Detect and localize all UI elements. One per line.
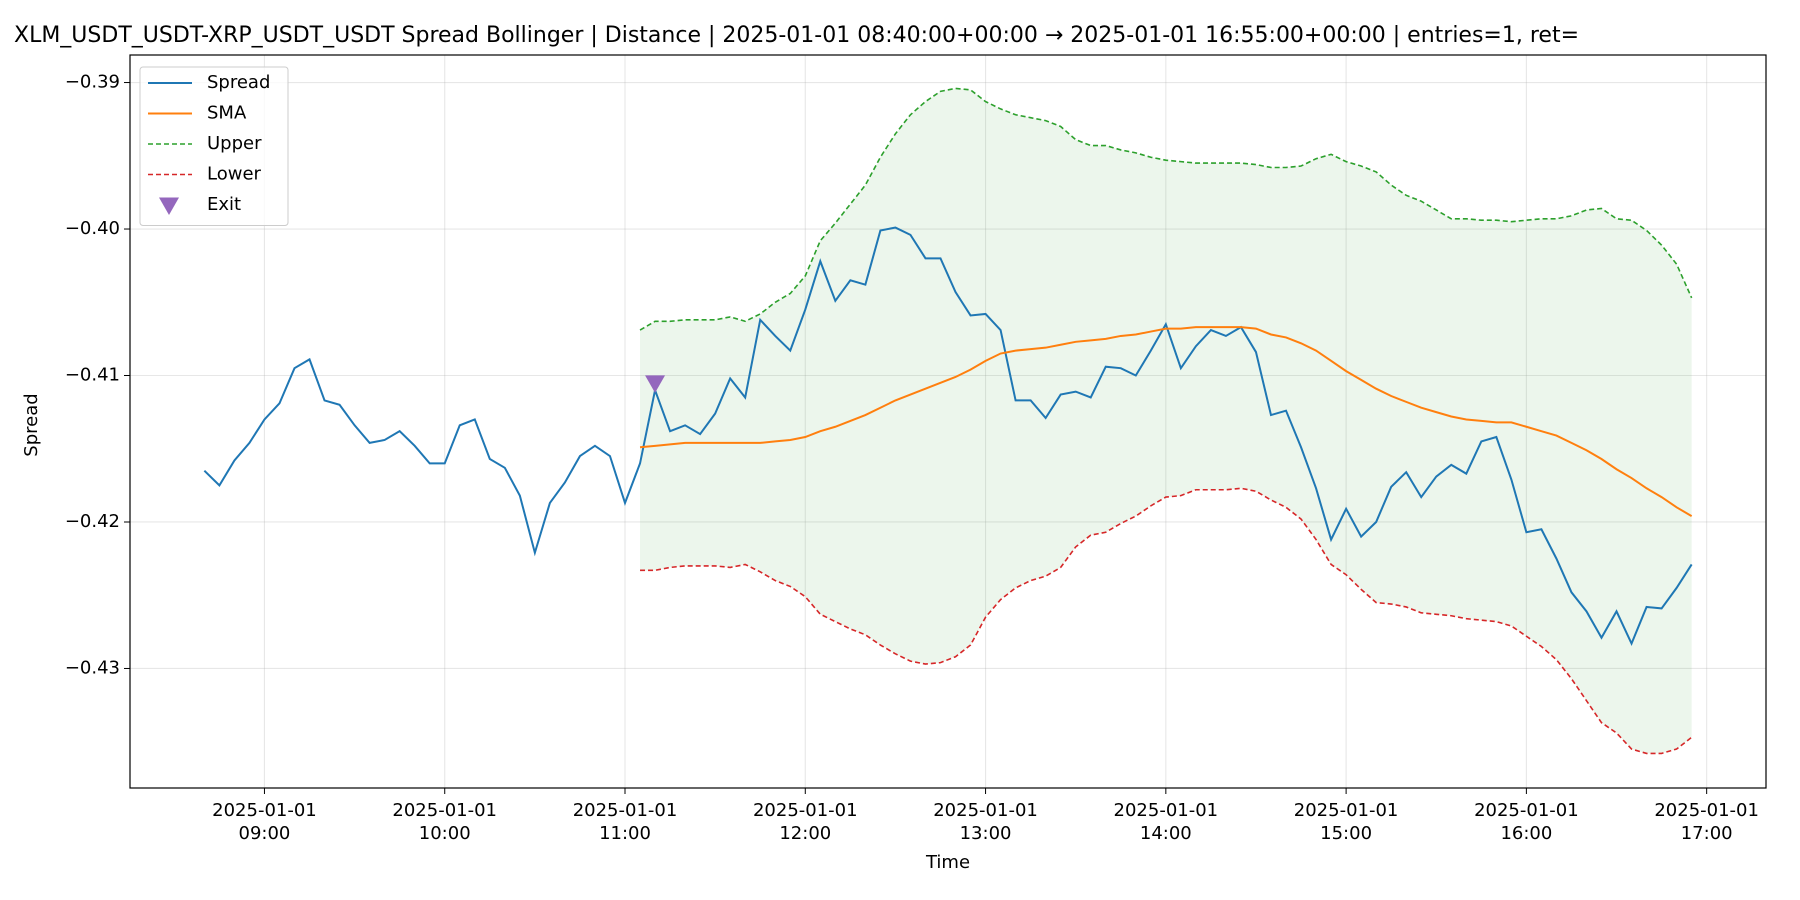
x-tick-label: 2025-01-01 09:00 [212, 800, 317, 844]
legend-label: Spread [207, 72, 270, 93]
x-tick-label: 2025-01-01 16:00 [1474, 800, 1579, 844]
y-tick-label: −0.39 [65, 72, 120, 93]
exit-marker [645, 375, 666, 393]
y-tick-label: −0.42 [65, 511, 120, 532]
x-tick-label: 2025-01-01 17:00 [1654, 800, 1759, 844]
series-line [203, 226, 1693, 647]
x-tick-label: 2025-01-01 15:00 [1293, 800, 1399, 844]
series-line [639, 87, 1693, 331]
legend-label: SMA [207, 103, 247, 124]
legend-marker [159, 197, 179, 215]
y-tick-label: −0.43 [65, 657, 120, 678]
x-tick-label: 2025-01-01 12:00 [752, 800, 858, 844]
y-axis-label: Spread [21, 393, 42, 456]
series-line [639, 326, 1693, 517]
x-axis-label: Time [925, 852, 970, 873]
y-tick-label: −0.40 [65, 218, 120, 239]
bollinger-band [640, 88, 1692, 754]
x-tick-label: 2025-01-01 11:00 [572, 800, 678, 844]
legend-box [139, 66, 289, 226]
plot-frame [129, 54, 1767, 789]
x-tick-label: 2025-01-01 13:00 [933, 800, 1038, 844]
legend-label: Exit [207, 194, 241, 215]
series-line [640, 487, 1693, 755]
chart-title: XLM_USDT_USDT-XRP_USDT_USDT Spread Bolli… [14, 23, 1579, 48]
legend-label: Upper [207, 133, 262, 154]
y-tick-label: −0.41 [65, 365, 120, 386]
x-tick-label: 2025-01-01 10:00 [392, 800, 498, 844]
x-tick-label: 2025-01-01 14:00 [1113, 800, 1219, 844]
legend-label: Lower [207, 164, 262, 185]
